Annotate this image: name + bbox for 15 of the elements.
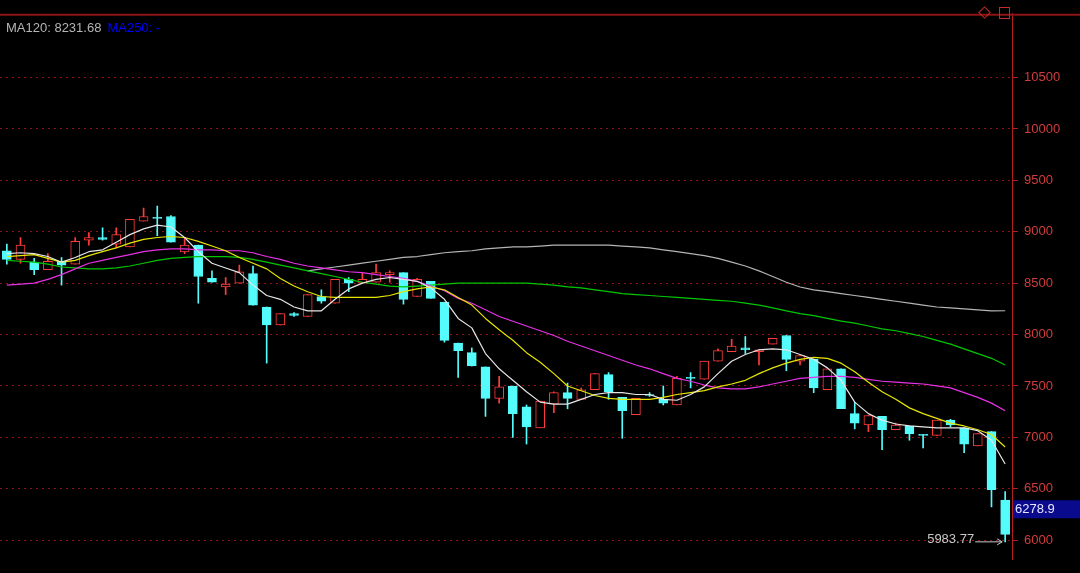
candlestick bbox=[453, 342, 463, 378]
y-tick-label: 9000 bbox=[1024, 223, 1053, 239]
y-tick-label: 9500 bbox=[1024, 171, 1053, 187]
legend-label: MA250: - bbox=[107, 20, 161, 36]
y-tick-label: 6500 bbox=[1024, 480, 1053, 496]
y-tick-label: 10500 bbox=[1024, 69, 1061, 85]
text: MA120: 8231.68 bbox=[6, 20, 102, 36]
y-tick-label: 8000 bbox=[1024, 326, 1053, 342]
annotation: 5983.77 bbox=[927, 531, 975, 547]
y-tick-label: 7500 bbox=[1024, 377, 1053, 393]
y-tick-label: 7000 bbox=[1024, 428, 1053, 444]
y-tick-label: 10000 bbox=[1024, 120, 1061, 136]
y-tick-label: 6000 bbox=[1024, 531, 1053, 547]
text: 6278.9 bbox=[1015, 500, 1055, 516]
y-tick-label: 8500 bbox=[1024, 274, 1053, 290]
